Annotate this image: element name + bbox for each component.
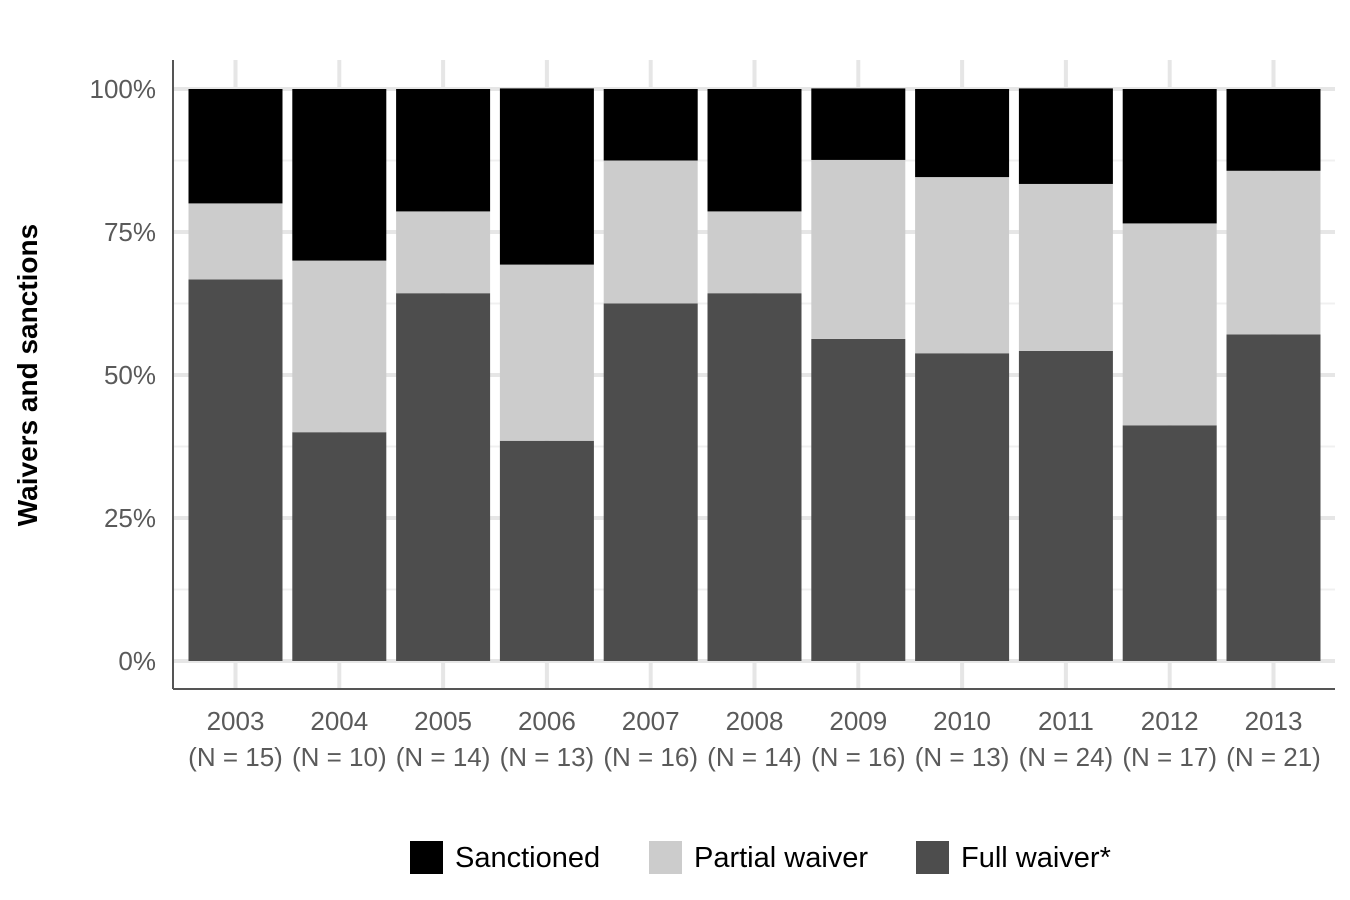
y-tick-label: 75% (104, 217, 156, 247)
bar-segment (292, 89, 387, 261)
x-tick-labels: 2003 (N = 15) 2004 (N = 10) 2005 (N = 14) 2006… (188, 706, 1321, 772)
x-tick-label: 2009 (829, 706, 887, 736)
y-tick-label: 0% (118, 646, 156, 676)
x-tick-label: 2003 (207, 706, 265, 736)
x-tick-sublabel: (N = 24) (1019, 742, 1114, 772)
bar-segment (292, 432, 387, 661)
bar-segment (915, 353, 1010, 661)
y-axis-title: Waivers and sanctions (12, 224, 43, 526)
legend-swatch (916, 841, 949, 874)
bar-segment (1122, 89, 1217, 224)
bar-segment (811, 338, 906, 661)
legend-label: Sanctioned (455, 842, 600, 874)
bar-segment (915, 89, 1010, 178)
bar-segment (707, 211, 802, 294)
bar-segment (603, 303, 698, 661)
bars (188, 88, 1321, 661)
bar-segment (499, 88, 594, 265)
x-tick-sublabel: (N = 16) (811, 742, 906, 772)
x-tick-sublabel: (N = 15) (188, 742, 283, 772)
legend-label: Full waiver* (961, 842, 1111, 874)
bar-segment (915, 177, 1010, 354)
bar-segment (603, 160, 698, 304)
x-tick-label: 2008 (726, 706, 784, 736)
bar-segment (188, 279, 283, 661)
bar-segment (603, 89, 698, 161)
bar-segment (1226, 89, 1321, 171)
bar-segment (396, 89, 491, 212)
x-tick-sublabel: (N = 13) (500, 742, 595, 772)
x-tick-sublabel: (N = 16) (603, 742, 698, 772)
x-tick-label: 2005 (414, 706, 472, 736)
x-tick-label: 2006 (518, 706, 576, 736)
x-tick-sublabel: (N = 14) (707, 742, 802, 772)
bar-segment (1226, 170, 1321, 335)
x-tick-sublabel: (N = 10) (292, 742, 387, 772)
bar-segment (811, 159, 906, 339)
bar-segment (1018, 88, 1113, 184)
x-tick-label: 2012 (1141, 706, 1199, 736)
x-tick-label: 2011 (1038, 706, 1094, 736)
x-tick-sublabel: (N = 17) (1122, 742, 1217, 772)
bar-segment (1018, 350, 1113, 661)
legend-swatch (649, 841, 682, 874)
bar-segment (396, 293, 491, 661)
bar-segment (292, 260, 387, 433)
axes (172, 60, 1335, 690)
bar-segment (1122, 223, 1217, 426)
x-tick-label: 2013 (1245, 706, 1303, 736)
x-tick-label: 2010 (933, 706, 991, 736)
bar-segment (499, 440, 594, 661)
bar-segment (1226, 334, 1321, 661)
legend: Sanctioned Partial waiver Full waiver* (410, 841, 1111, 874)
x-tick-sublabel: (N = 13) (915, 742, 1010, 772)
bar-segment (811, 88, 906, 160)
y-tick-label: 50% (104, 360, 156, 390)
bar-segment (1018, 183, 1113, 351)
legend-swatch (410, 841, 443, 874)
bar-segment (396, 211, 491, 294)
y-tick-label: 25% (104, 503, 156, 533)
x-tick-label: 2004 (310, 706, 368, 736)
bar-segment (707, 89, 802, 212)
y-tick-label: 100% (90, 74, 157, 104)
x-tick-label: 2007 (622, 706, 680, 736)
bar-segment (188, 203, 283, 280)
bar-segment (499, 264, 594, 441)
bar-segment (188, 89, 283, 204)
bar-segment (707, 293, 802, 661)
bar-segment (1122, 425, 1217, 661)
y-tick-labels: 0% 25% 50% 75% 100% (90, 74, 157, 676)
x-tick-sublabel: (N = 21) (1226, 742, 1321, 772)
legend-label: Partial waiver (694, 842, 868, 874)
x-tick-sublabel: (N = 14) (396, 742, 491, 772)
